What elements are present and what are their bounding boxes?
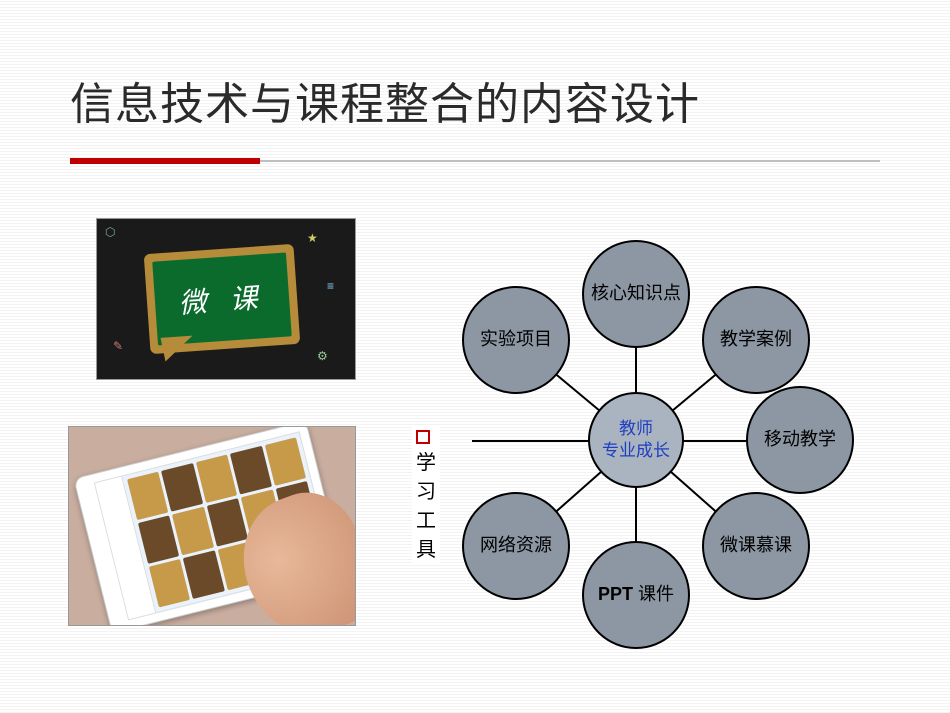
title-underline [70, 158, 880, 164]
chalkboard-text: 微 课 [177, 276, 267, 322]
diagram-node-experiment: 实验项目 [462, 286, 570, 394]
tablet-app-tile [161, 463, 203, 512]
diagram-node-label: 教学案例 [720, 328, 792, 351]
diagram-node-ppt-courseware: PPT 课件 [582, 541, 690, 649]
center-line1: 教师 [602, 418, 670, 440]
diagram-node-label: 实验项目 [480, 328, 552, 351]
tablet-app-tile [230, 446, 272, 495]
diagram-node-learning-tool: 学习工具 [412, 426, 440, 564]
underline-gray [260, 160, 880, 162]
diagram-node-label: 移动教学 [764, 428, 836, 451]
diagram-node-label: PPT 课件 [598, 583, 674, 606]
diagram-node-label: 微课慕课 [720, 534, 792, 557]
image-chalkboard-weike: ⬡ ★ ≡ ✎ ⚙ 微 课 [96, 218, 356, 380]
center-line2: 专业成长 [602, 440, 670, 462]
diagram-node-mobile-teaching: 移动教学 [746, 386, 854, 494]
diagram-node-web-resource: 网络资源 [462, 492, 570, 600]
diagram-node-core-knowledge: 核心知识点 [582, 240, 690, 348]
diagram-node-mooc: 微课慕课 [702, 492, 810, 600]
tablet-app-tile [264, 437, 306, 486]
diagram-center-node: 教师专业成长 [588, 392, 684, 488]
diagram-node-label: 核心知识点 [591, 282, 681, 305]
diagram-node-teaching-case: 教学案例 [702, 286, 810, 394]
title-area: 信息技术与课程整合的内容设计 [70, 68, 700, 132]
slide-title: 信息技术与课程整合的内容设计 [70, 68, 700, 132]
bullet-icon [416, 430, 430, 444]
diagram-node-label: 学习工具 [416, 452, 436, 561]
tablet-app-tile [183, 550, 225, 599]
underline-red [70, 158, 260, 164]
chalkboard-inner: 微 课 [152, 252, 292, 345]
tablet-app-tile [172, 507, 214, 556]
diagram-node-label: 网络资源 [480, 534, 552, 557]
image-tablet-hand [68, 426, 356, 626]
